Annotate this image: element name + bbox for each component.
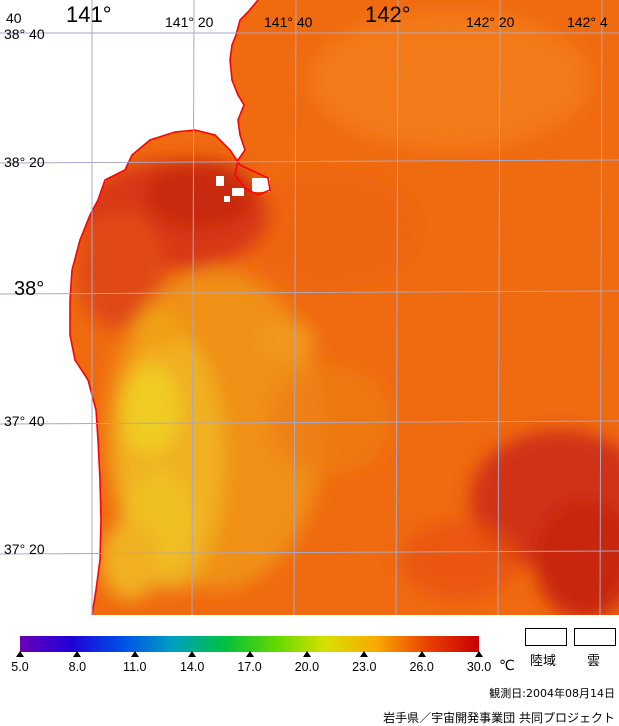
corner-fragment-label: 40	[6, 10, 22, 26]
land-legend-swatch	[525, 628, 567, 646]
scale-tick-mark	[16, 651, 24, 657]
graticule	[0, 0, 619, 615]
longitude-label-141: 141°	[66, 2, 112, 27]
longitude-label-141-40: 141° 40	[264, 14, 313, 30]
scale-tick-mark	[302, 651, 311, 657]
scale-tick-label: 14.0	[179, 660, 205, 674]
scale-tick-mark	[475, 651, 483, 657]
scale-tick-label: 8.0	[68, 660, 87, 674]
scale-tick-mark	[360, 651, 369, 657]
scale-tick-mark	[73, 651, 82, 657]
temperature-color-scale	[20, 636, 479, 652]
land-legend-label: 陸域	[530, 654, 557, 669]
scale-tick-mark	[417, 651, 426, 657]
scale-tick-label: 11.0	[123, 660, 147, 674]
credit-line: 岩手県／宇宙開発事業団 共同プロジェクト	[383, 711, 615, 725]
longitude-label-142: 142°	[365, 2, 411, 27]
longitude-label-142-40: 142° 4	[567, 14, 608, 30]
scale-tick-mark	[130, 651, 139, 657]
scale-tick-mark	[245, 651, 254, 657]
observation-date: 観測日:2004年08月14日	[489, 687, 615, 700]
scale-tick-label: 30.0	[466, 660, 492, 674]
scale-tick-mark	[188, 651, 197, 657]
coastline	[69, 0, 271, 615]
cloud-legend-swatch	[574, 628, 616, 646]
scale-tick-label: 17.0	[237, 660, 262, 674]
latitude-label-37-20: 37° 20	[4, 541, 45, 557]
latitude-label-37-40: 37° 40	[4, 413, 45, 429]
latitude-label-38-20: 38° 20	[4, 154, 45, 170]
cloud-legend-label: 雲	[587, 654, 601, 669]
latitude-label-38: 38°	[14, 278, 45, 300]
scale-tick-label: 20.0	[294, 660, 320, 674]
longitude-label-141-20: 141° 20	[165, 14, 214, 30]
scale-tick-label: 5.0	[11, 660, 29, 674]
scale-tick-label: 23.0	[352, 660, 377, 674]
latitude-label-38-40: 38° 40	[4, 26, 45, 42]
sea-surface-temperature-map	[0, 0, 619, 615]
longitude-label-142-20: 142° 20	[466, 14, 515, 30]
scale-tick-label: 26.0	[409, 660, 434, 674]
temperature-unit: ℃	[499, 658, 515, 674]
